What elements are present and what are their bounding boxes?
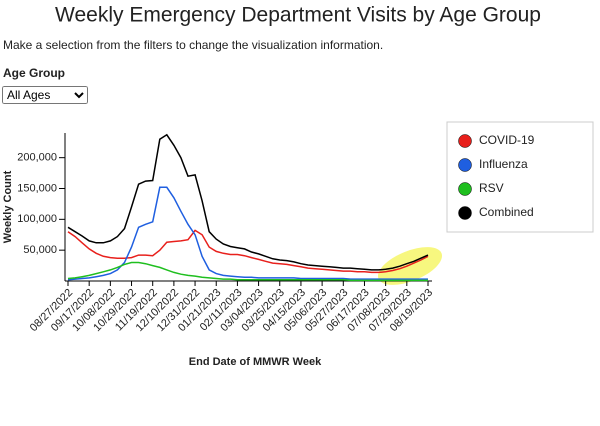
legend-label: Influenza [479,157,528,171]
legend-marker [458,182,472,196]
y-tick-label: 150,000 [17,182,57,194]
legend-label: Combined [479,205,534,219]
x-axis-title: End Date of MMWR Week [189,356,322,368]
highlight [377,247,443,285]
y-tick-label: 100,000 [17,213,57,225]
chart-title: Weekly Emergency Department Visits by Ag… [55,4,541,27]
legend-label: COVID-19 [479,133,535,147]
y-tick-label: 50,000 [23,244,57,256]
series-line [67,133,429,271]
age-group-select[interactable]: All Ages [2,86,88,104]
filter-label: Age Group [3,66,65,80]
y-tick-label: 200,000 [17,152,57,164]
series-line [67,261,428,282]
y-axis-title: Weekly Count [2,170,14,243]
legend-marker [458,134,472,148]
legend-marker [458,206,472,220]
subtitle: Make a selection from the filters to cha… [3,38,383,52]
series-line [67,186,428,281]
legend-label: RSV [479,181,504,195]
legend-marker [458,158,472,172]
series-line [67,229,429,274]
